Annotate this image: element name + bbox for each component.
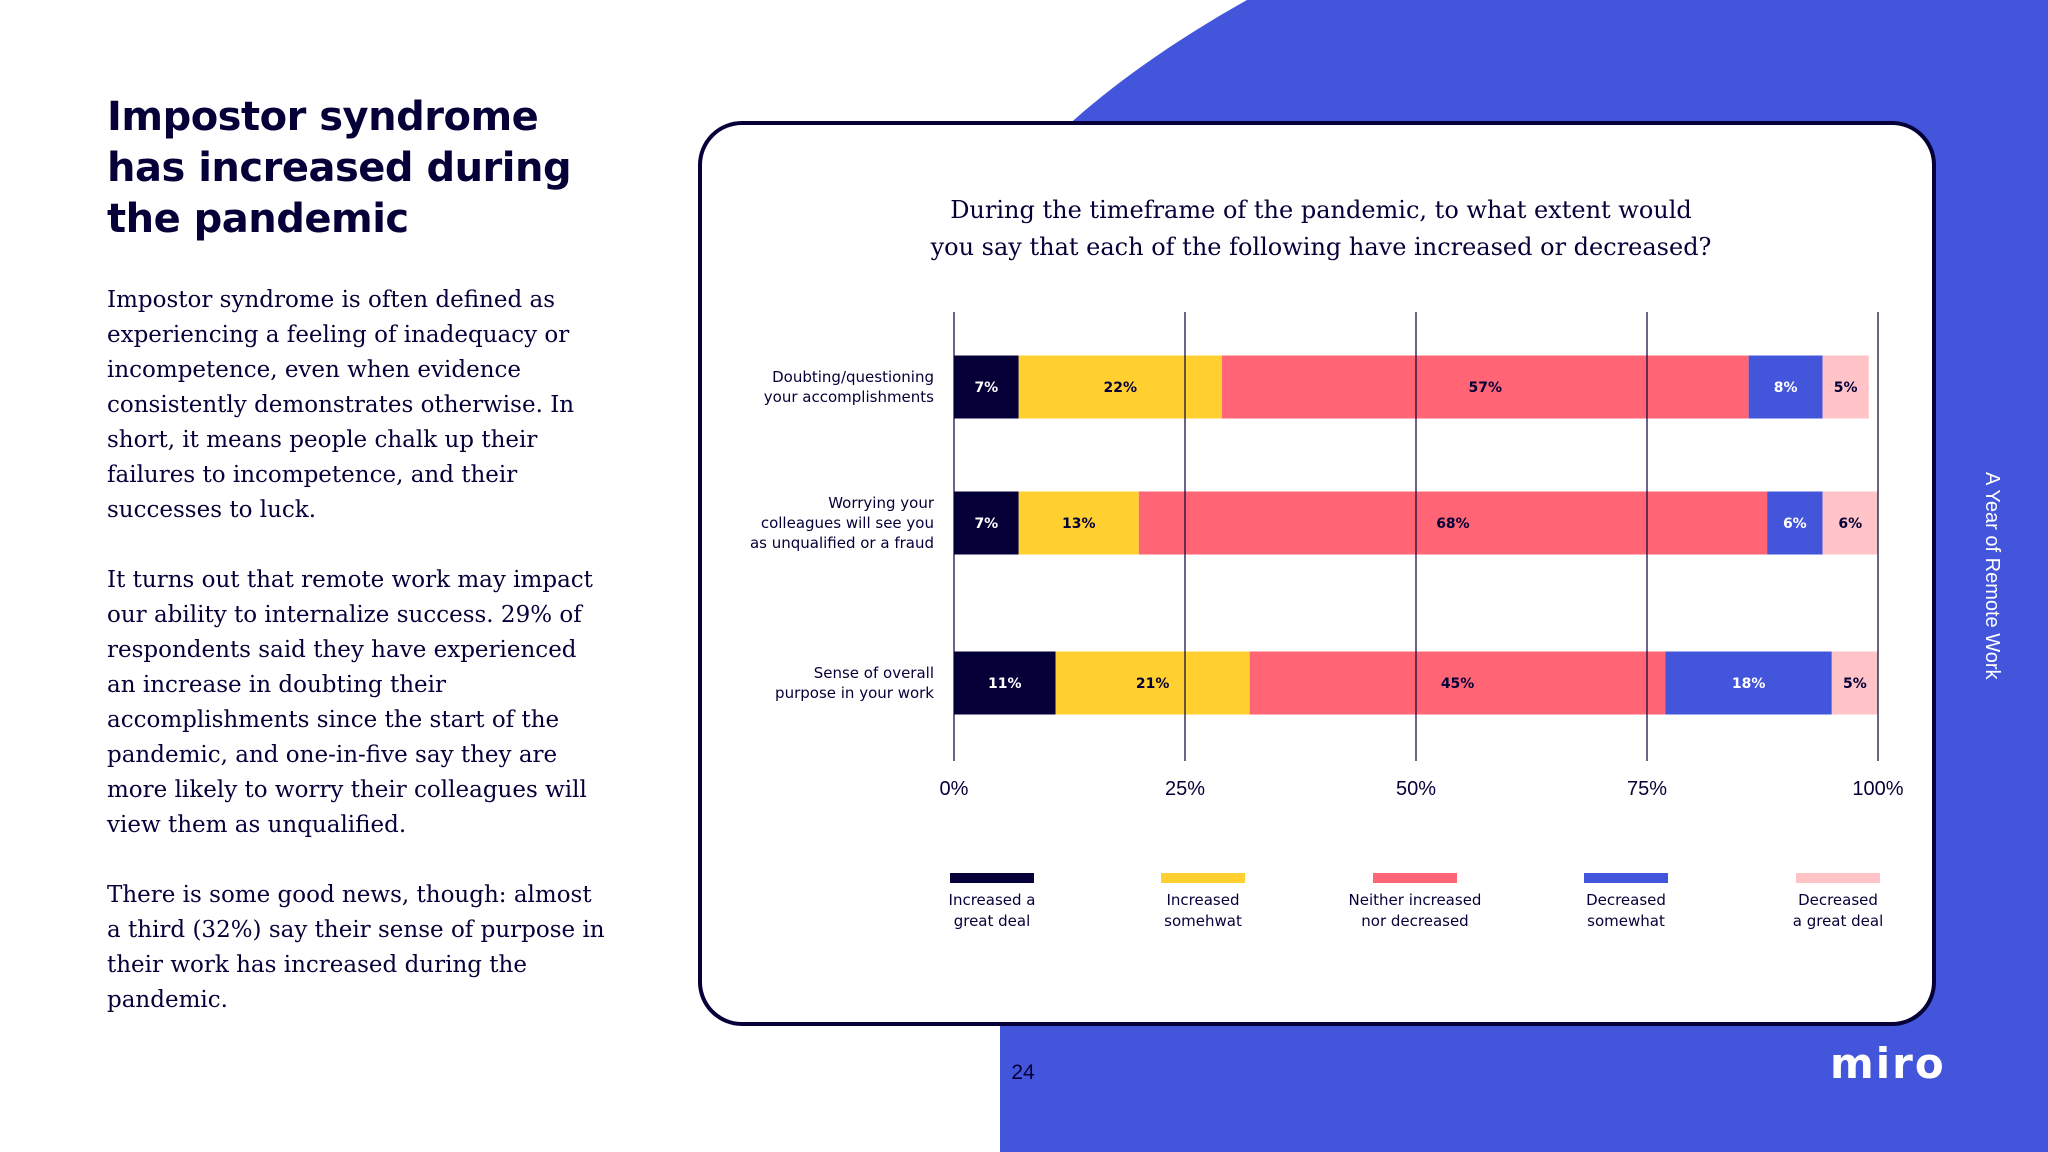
legend-label: nor decreased xyxy=(1361,912,1468,930)
legend-swatch xyxy=(1161,873,1245,883)
legend-label: Increased xyxy=(1166,891,1239,909)
data-label: 22% xyxy=(1104,380,1138,396)
data-label: 6% xyxy=(1783,516,1807,532)
miro-logo: miro xyxy=(1830,1039,1946,1088)
chart-card: During the timeframe of the pandemic, to… xyxy=(698,121,1936,1026)
x-tick-label: 25% xyxy=(1165,778,1205,800)
chart-title: During the timeframe of the pandemic, to… xyxy=(702,192,1940,266)
data-label: 18% xyxy=(1732,676,1766,692)
legend-swatch xyxy=(1796,873,1880,883)
bar-segment xyxy=(954,355,1019,419)
legend-swatch xyxy=(950,873,1034,883)
bar-segment xyxy=(1822,355,1869,419)
legend-label: somewhat xyxy=(1587,912,1665,930)
data-label: 7% xyxy=(974,380,998,396)
data-label: 13% xyxy=(1062,516,1096,532)
heading-line: has increased during xyxy=(107,145,572,191)
category-label: Worrying your xyxy=(828,494,935,512)
x-tick-label: 75% xyxy=(1627,778,1667,800)
intro-paragraph: Impostor syndrome is often defined as ex… xyxy=(107,287,575,523)
bar-segment xyxy=(954,651,1056,715)
page-number: 24 xyxy=(1011,1061,1035,1084)
bar-segment xyxy=(1221,355,1749,419)
category-label: colleagues will see you xyxy=(761,514,934,532)
legend-label: Decreased xyxy=(1586,891,1666,909)
legend-swatch xyxy=(1584,873,1668,883)
bar-segment xyxy=(1831,651,1878,715)
data-label: 5% xyxy=(1843,676,1867,692)
data-label: 21% xyxy=(1136,676,1170,692)
x-tick-label: 50% xyxy=(1396,778,1436,800)
bar-segment xyxy=(1055,651,1250,715)
data-label: 6% xyxy=(1838,516,1862,532)
x-tick-label: 0% xyxy=(940,778,969,800)
category-label: your accomplishments xyxy=(764,388,934,406)
bar-segment xyxy=(1822,491,1878,555)
category-label: as unqualified or a fraud xyxy=(750,534,934,552)
data-label: 8% xyxy=(1774,380,1798,396)
data-label: 11% xyxy=(988,676,1022,692)
bar-segment xyxy=(1138,491,1768,555)
left-text-column: Impostor syndrome has increased during t… xyxy=(107,92,627,1053)
data-label: 57% xyxy=(1469,380,1503,396)
legend-label: somehwat xyxy=(1164,912,1242,930)
data-label: 7% xyxy=(974,516,998,532)
good-news-paragraph: There is some good news, though: almost … xyxy=(107,882,605,1013)
bar-segment xyxy=(954,491,1019,555)
bar-segment xyxy=(1665,651,1832,715)
chart-title-line: you say that each of the following have … xyxy=(930,233,1712,261)
bar-segment xyxy=(1249,651,1666,715)
page-heading: Impostor syndrome has increased during t… xyxy=(107,92,627,245)
legend-label: Increased a xyxy=(949,891,1036,909)
stacked-bar-chart: 7% 22% 57% 8% 5% Doubting/questioning your acc… xyxy=(750,312,1904,930)
x-tick-label: 100% xyxy=(1852,778,1903,800)
side-label: A Year of Remote Work xyxy=(1981,472,2003,680)
category-label: purpose in your work xyxy=(775,684,934,702)
heading-line: Impostor syndrome xyxy=(107,94,539,140)
category-label: Sense of overall xyxy=(814,664,934,682)
bar-segment xyxy=(1018,355,1222,419)
legend-swatch xyxy=(1373,873,1457,883)
chart-title-line: During the timeframe of the pandemic, to… xyxy=(950,196,1692,224)
legend-label: great deal xyxy=(954,912,1031,930)
heading-line: the pandemic xyxy=(107,196,409,242)
legend-label: Neither increased xyxy=(1349,891,1482,909)
data-label: 5% xyxy=(1834,380,1858,396)
findings-paragraph: It turns out that remote work may impact… xyxy=(107,567,593,838)
bar-segment xyxy=(1748,355,1823,419)
data-label: 68% xyxy=(1436,516,1470,532)
data-label: 45% xyxy=(1441,676,1475,692)
bar-segment xyxy=(1018,491,1139,555)
legend-label: Decreased xyxy=(1798,891,1878,909)
category-label: Doubting/questioning xyxy=(772,368,934,386)
bar-segment xyxy=(1767,491,1823,555)
legend-label: a great deal xyxy=(1793,912,1884,930)
